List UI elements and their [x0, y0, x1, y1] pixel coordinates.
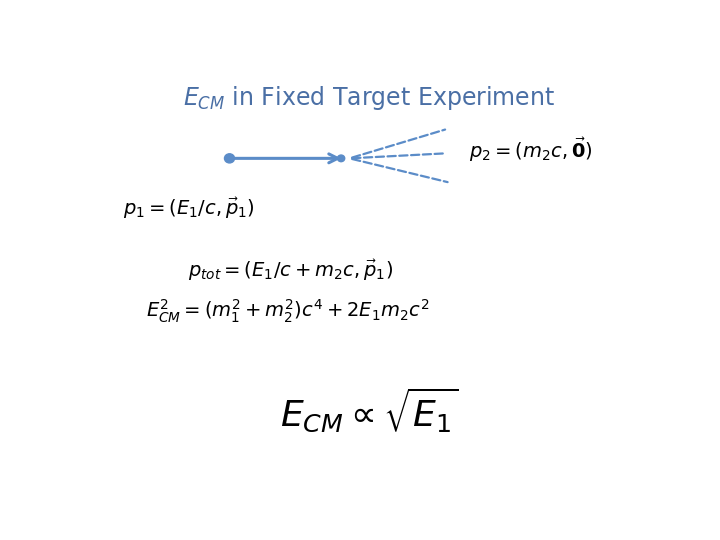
Text: $E_{CM} \propto \sqrt{E_1}$: $E_{CM} \propto \sqrt{E_1}$ [279, 385, 459, 434]
Ellipse shape [338, 155, 345, 161]
Text: $E^2_{CM} = (m^2_1 + m^2_2)c^4 + 2E_1 m_2 c^2$: $E^2_{CM} = (m^2_1 + m^2_2)c^4 + 2E_1 m_… [145, 298, 429, 325]
Text: $p_1 = (E_1/c, \vec{p}_1)$: $p_1 = (E_1/c, \vec{p}_1)$ [124, 196, 256, 221]
Ellipse shape [225, 154, 235, 163]
Text: $p_2 = (m_2c, \vec{\mathbf{0}})$: $p_2 = (m_2c, \vec{\mathbf{0}})$ [469, 136, 593, 164]
Text: $E_{CM}$ in Fixed Target Experiment: $E_{CM}$ in Fixed Target Experiment [183, 84, 555, 112]
Text: $p_{tot} = (E_1/c + m_2c, \vec{p}_1)$: $p_{tot} = (E_1/c + m_2c, \vec{p}_1)$ [188, 258, 392, 284]
